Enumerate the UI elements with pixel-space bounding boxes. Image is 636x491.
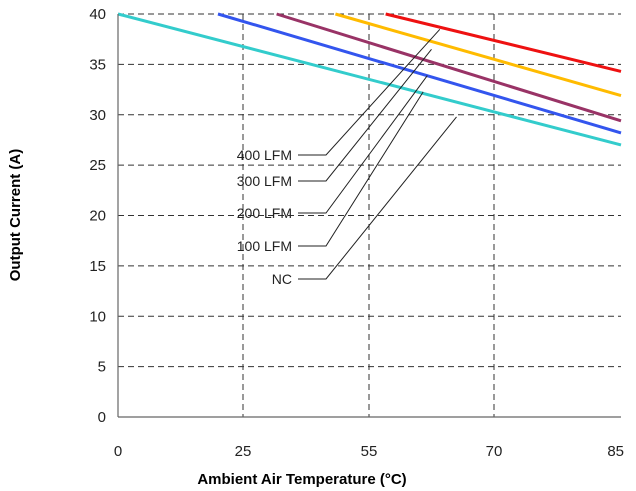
y-tick-label: 15	[89, 258, 106, 275]
annotation-leader-line	[298, 75, 428, 214]
grid-lines	[118, 13, 621, 417]
series-annotation-label: 200 LFM	[237, 205, 292, 221]
y-tick-label: 30	[89, 107, 106, 124]
series-annotation-label: 400 LFM	[237, 147, 292, 163]
y-tick-label: 0	[98, 409, 106, 426]
annotation-leader-line	[298, 48, 432, 182]
x-tick-label: 55	[361, 443, 378, 460]
series-line	[276, 12, 622, 123]
axes	[117, 14, 621, 418]
series-annotation-label: NC	[272, 271, 292, 287]
y-axis-title: Output Current (A)	[7, 149, 24, 281]
x-axis-title: Ambient Air Temperature (°C)	[197, 471, 406, 488]
x-tick-label: 0	[114, 443, 122, 460]
series-line	[385, 12, 622, 73]
y-tick-label: 25	[89, 157, 106, 174]
series-line	[334, 12, 622, 98]
tick-labels: 0 5 10 15 20 25 30 35 40 0 25 55 70 85	[89, 6, 624, 460]
x-tick-label: 85	[607, 443, 624, 460]
y-tick-label: 5	[98, 359, 106, 376]
y-tick-label: 35	[89, 56, 106, 73]
y-tick-label: 20	[89, 208, 106, 225]
series-annotation-label: 100 LFM	[237, 238, 292, 254]
series-annotation-label: 300 LFM	[237, 173, 292, 189]
y-tick-label: 10	[89, 308, 106, 325]
annotation-leader-line	[298, 28, 441, 156]
series-line	[217, 12, 622, 135]
x-tick-label: 25	[235, 443, 252, 460]
series-annotations: 400 LFM 300 LFM 200 LFM 100 LFM NC	[237, 28, 457, 287]
annotation-leader-line	[298, 91, 424, 247]
x-tick-label: 70	[486, 443, 503, 460]
y-tick-label: 40	[89, 6, 106, 23]
series-lines	[117, 12, 622, 147]
series-line	[117, 12, 622, 147]
annotation-leader-line	[298, 116, 457, 280]
